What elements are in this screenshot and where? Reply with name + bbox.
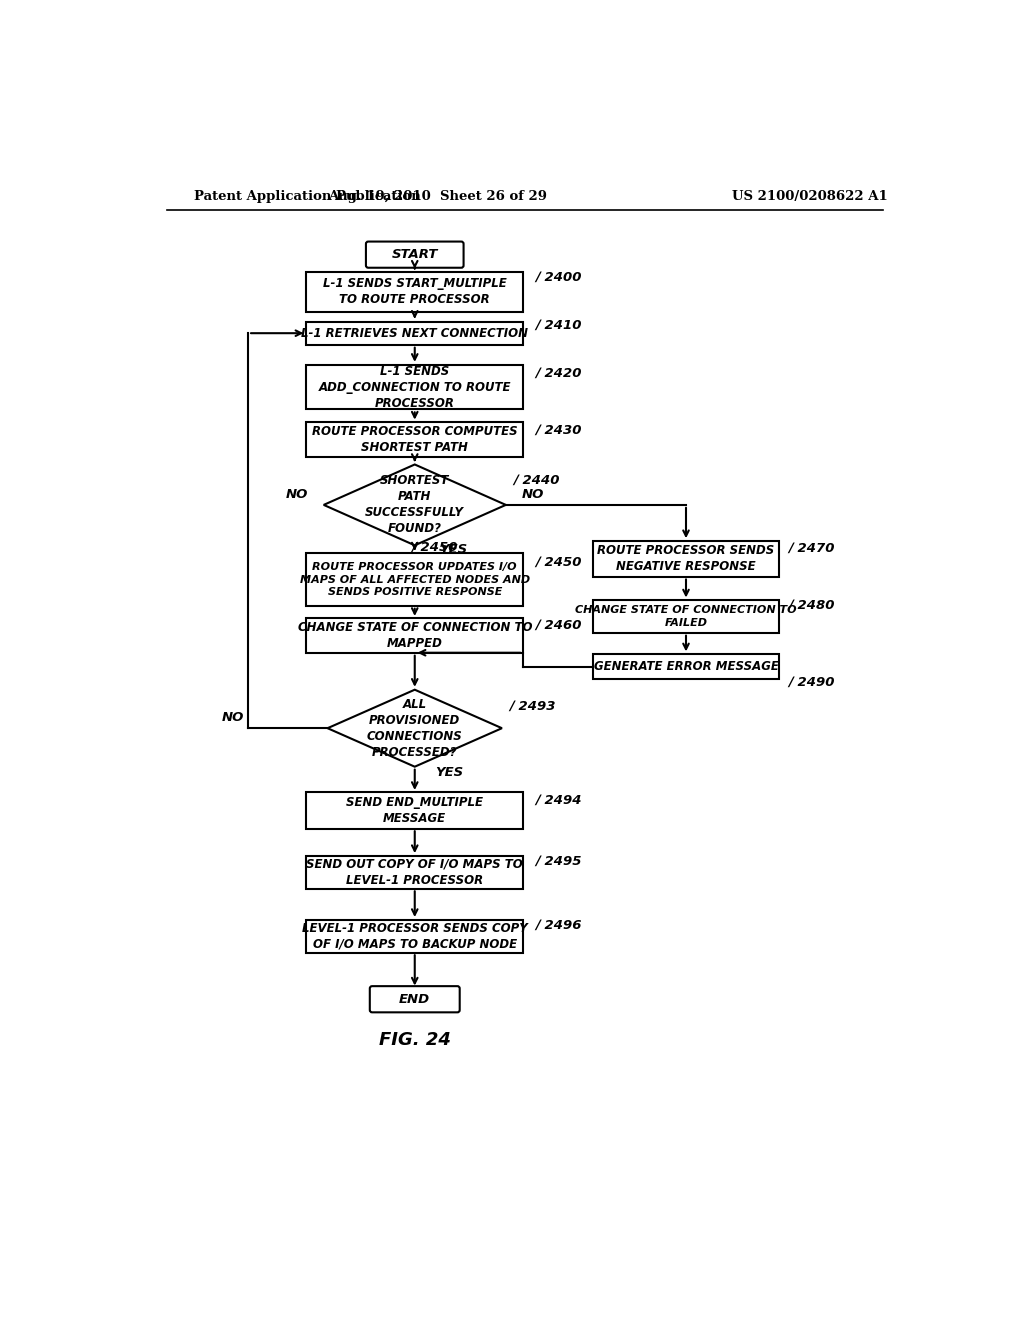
Text: ∕ 2430: ∕ 2430 <box>535 424 582 437</box>
Text: START: START <box>391 248 438 261</box>
Text: ∕ 2494: ∕ 2494 <box>535 793 582 807</box>
FancyBboxPatch shape <box>370 986 460 1012</box>
Text: ROUTE PROCESSOR COMPUTES
SHORTEST PATH: ROUTE PROCESSOR COMPUTES SHORTEST PATH <box>312 425 517 454</box>
Polygon shape <box>324 465 506 545</box>
FancyBboxPatch shape <box>306 322 523 345</box>
Text: L-1 SENDS
ADD_CONNECTION TO ROUTE
PROCESSOR: L-1 SENDS ADD_CONNECTION TO ROUTE PROCES… <box>318 364 511 409</box>
Text: LEVEL-1 PROCESSOR SENDS COPY
OF I/O MAPS TO BACKUP NODE: LEVEL-1 PROCESSOR SENDS COPY OF I/O MAPS… <box>302 921 527 950</box>
Text: NO: NO <box>286 487 308 500</box>
FancyBboxPatch shape <box>306 422 523 457</box>
Text: ∕ 2400: ∕ 2400 <box>535 271 582 284</box>
Text: Aug. 19, 2010  Sheet 26 of 29: Aug. 19, 2010 Sheet 26 of 29 <box>329 190 548 203</box>
FancyBboxPatch shape <box>306 855 523 888</box>
FancyBboxPatch shape <box>306 272 523 312</box>
Text: ∕ 2460: ∕ 2460 <box>535 619 582 631</box>
Text: ALL
PROVISIONED
CONNECTIONS
PROCESSED?: ALL PROVISIONED CONNECTIONS PROCESSED? <box>367 698 463 759</box>
Text: L-1 SENDS START_MULTIPLE
TO ROUTE PROCESSOR: L-1 SENDS START_MULTIPLE TO ROUTE PROCES… <box>323 277 507 306</box>
FancyBboxPatch shape <box>366 242 464 268</box>
Text: ∕ 2480: ∕ 2480 <box>788 599 835 612</box>
Text: ∕ 2440: ∕ 2440 <box>513 474 560 487</box>
Text: L-1 RETRIEVES NEXT CONNECTION: L-1 RETRIEVES NEXT CONNECTION <box>301 326 528 339</box>
FancyBboxPatch shape <box>593 541 779 577</box>
Text: Patent Application Publication: Patent Application Publication <box>194 190 421 203</box>
FancyBboxPatch shape <box>306 553 523 606</box>
Text: ∕ 2410: ∕ 2410 <box>535 319 582 333</box>
FancyBboxPatch shape <box>306 364 523 409</box>
Text: YES: YES <box>435 767 464 779</box>
Text: NO: NO <box>522 487 544 500</box>
Text: ∕ 2493: ∕ 2493 <box>509 700 556 713</box>
Text: NO: NO <box>221 711 244 723</box>
Text: FIG. 24: FIG. 24 <box>379 1031 451 1049</box>
Text: SEND END_MULTIPLE
MESSAGE: SEND END_MULTIPLE MESSAGE <box>346 796 483 825</box>
FancyBboxPatch shape <box>306 619 523 653</box>
Text: ∕ 2496: ∕ 2496 <box>535 919 582 932</box>
Text: ∕ 2420: ∕ 2420 <box>535 367 582 380</box>
FancyBboxPatch shape <box>593 653 779 680</box>
FancyBboxPatch shape <box>593 601 779 634</box>
Text: ∕ 2450: ∕ 2450 <box>535 556 582 569</box>
Text: ∕ 2470: ∕ 2470 <box>788 541 835 554</box>
Text: ∕ 2495: ∕ 2495 <box>535 855 582 869</box>
Text: YES: YES <box>439 543 468 556</box>
FancyBboxPatch shape <box>306 920 523 953</box>
Text: US 2100/0208622 A1: US 2100/0208622 A1 <box>732 190 888 203</box>
Text: CHANGE STATE OF CONNECTION TO
FAILED: CHANGE STATE OF CONNECTION TO FAILED <box>575 606 797 628</box>
Text: END: END <box>399 993 430 1006</box>
FancyBboxPatch shape <box>306 792 523 829</box>
Text: / 2450: / 2450 <box>411 541 458 554</box>
Text: SEND OUT COPY OF I/O MAPS TO
LEVEL-1 PROCESSOR: SEND OUT COPY OF I/O MAPS TO LEVEL-1 PRO… <box>306 858 523 887</box>
Text: SHORTEST
PATH
SUCCESSFULLY
FOUND?: SHORTEST PATH SUCCESSFULLY FOUND? <box>366 474 464 536</box>
Text: CHANGE STATE OF CONNECTION TO
MAPPED: CHANGE STATE OF CONNECTION TO MAPPED <box>298 622 532 651</box>
Text: GENERATE ERROR MESSAGE: GENERATE ERROR MESSAGE <box>594 660 778 673</box>
Text: ROUTE PROCESSOR UPDATES I/O
MAPS OF ALL AFFECTED NODES AND
SENDS POSITIVE RESPON: ROUTE PROCESSOR UPDATES I/O MAPS OF ALL … <box>300 562 529 597</box>
Polygon shape <box>328 689 502 767</box>
Text: ∕ 2490: ∕ 2490 <box>788 676 835 689</box>
Text: ROUTE PROCESSOR SENDS
NEGATIVE RESPONSE: ROUTE PROCESSOR SENDS NEGATIVE RESPONSE <box>597 544 774 573</box>
